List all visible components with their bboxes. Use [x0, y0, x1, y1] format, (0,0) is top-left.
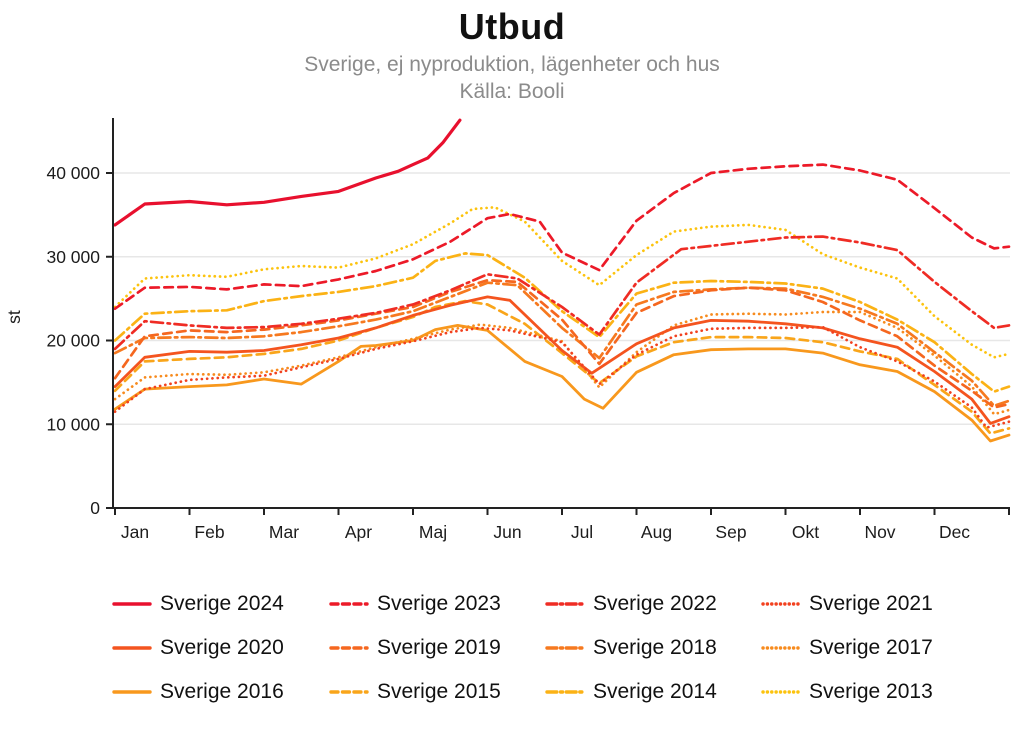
chart-legend: Sverige 2024 Sverige 2023 Sverige 2022 Sver… — [112, 592, 1012, 704]
series-lines — [113, 118, 1011, 443]
y-axis-title: st — [4, 310, 24, 324]
legend-line-swatch — [761, 602, 801, 606]
legend-label: Sverige 2016 — [160, 680, 284, 703]
legend-item-sverige-2013: Sverige 2013 — [761, 680, 1012, 704]
legend-line-swatch — [329, 602, 369, 606]
legend-line-swatch — [112, 690, 152, 694]
chart-title: Utbud — [458, 6, 566, 47]
legend-line-swatch — [761, 690, 801, 694]
series-line-sverige-2016 — [113, 323, 1011, 443]
legend-label: Sverige 2017 — [809, 636, 933, 659]
legend-line-swatch — [761, 646, 801, 650]
y-tick-label: 20 000 — [46, 331, 100, 351]
legend-item-sverige-2020: Sverige 2020 — [112, 636, 329, 660]
series-line-sverige-2022 — [113, 235, 1011, 351]
legend-line-swatch — [545, 646, 585, 650]
series-line-sverige-2019 — [113, 278, 1011, 409]
x-tick-label: Mar — [269, 522, 299, 542]
legend-line-swatch — [545, 602, 585, 606]
x-tick-label: Apr — [345, 522, 372, 542]
legend-item-sverige-2024: Sverige 2024 — [112, 592, 329, 616]
legend-line-swatch — [112, 602, 152, 606]
legend-line-swatch — [329, 646, 369, 650]
series-line-sverige-2023 — [113, 163, 1011, 311]
axis-labels: 0 10 000 20 000 30 000 40 000 Jan Feb Mar Apr Maj… — [4, 163, 970, 542]
x-tick-label: Jun — [493, 522, 521, 542]
legend-item-sverige-2015: Sverige 2015 — [329, 680, 545, 704]
series-line-sverige-2021 — [113, 325, 1011, 429]
axes — [106, 118, 1010, 515]
chart-subtitle: Sverige, ej nyproduktion, lägenheter och… — [304, 53, 720, 76]
legend-label: Sverige 2023 — [377, 592, 501, 615]
legend-item-sverige-2014: Sverige 2014 — [545, 680, 761, 704]
x-tick-label: Jan — [121, 522, 149, 542]
legend-label: Sverige 2013 — [809, 680, 933, 703]
legend-item-sverige-2022: Sverige 2022 — [545, 592, 761, 616]
legend-label: Sverige 2022 — [593, 592, 717, 615]
series-line-sverige-2018 — [113, 281, 1011, 408]
gridlines — [113, 172, 1010, 426]
y-tick-label: 10 000 — [46, 414, 100, 434]
x-tick-label: Dec — [939, 522, 970, 542]
legend-line-swatch — [329, 690, 369, 694]
y-tick-label: 30 000 — [46, 247, 100, 267]
x-tick-label: Jul — [571, 522, 593, 542]
legend-line-swatch — [545, 690, 585, 694]
y-tick-label: 40 000 — [46, 163, 100, 183]
legend-label: Sverige 2020 — [160, 636, 284, 659]
legend-item-sverige-2016: Sverige 2016 — [112, 680, 329, 704]
legend-label: Sverige 2024 — [160, 592, 284, 615]
x-tick-label: Aug — [641, 522, 672, 542]
legend-line-swatch — [112, 646, 152, 650]
x-tick-label: Sep — [715, 522, 746, 542]
x-tick-label: Maj — [419, 522, 447, 542]
series-line-sverige-2013 — [113, 205, 1011, 359]
legend-label: Sverige 2015 — [377, 680, 501, 703]
legend-item-sverige-2018: Sverige 2018 — [545, 636, 761, 660]
x-tick-label: Feb — [194, 522, 224, 542]
legend-item-sverige-2023: Sverige 2023 — [329, 592, 545, 616]
x-tick-label: Okt — [792, 522, 819, 542]
series-line-sverige-2024 — [113, 118, 462, 227]
series-line-sverige-2020 — [113, 295, 1011, 425]
chart-source: Källa: Booli — [459, 80, 565, 103]
supply-line-chart: 0 10 000 20 000 30 000 40 000 Jan Feb Mar Apr Maj… — [0, 95, 1024, 560]
legend-item-sverige-2019: Sverige 2019 — [329, 636, 545, 660]
legend-label: Sverige 2014 — [593, 680, 717, 703]
legend-label: Sverige 2018 — [593, 636, 717, 659]
legend-label: Sverige 2019 — [377, 636, 501, 659]
legend-item-sverige-2017: Sverige 2017 — [761, 636, 1012, 660]
series-line-sverige-2014 — [113, 252, 1011, 393]
legend-label: Sverige 2021 — [809, 592, 933, 615]
x-tick-label: Nov — [864, 522, 895, 542]
chart-canvas: 0 10 000 20 000 30 000 40 000 Jan Feb Mar Apr Maj… — [4, 118, 1011, 542]
legend-item-sverige-2021: Sverige 2021 — [761, 592, 1012, 616]
y-tick-label: 0 — [90, 498, 100, 518]
